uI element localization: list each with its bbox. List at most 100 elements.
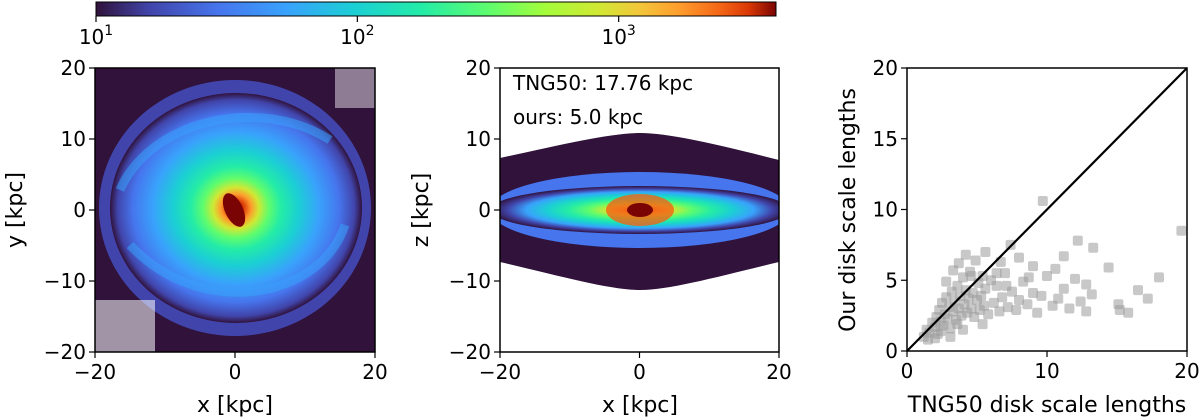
scatter-point bbox=[960, 249, 971, 260]
y-tick-label: 20 bbox=[466, 56, 491, 80]
scatter-point bbox=[1075, 296, 1086, 307]
spiral-arm-lower bbox=[126, 223, 350, 297]
sparse-top-right bbox=[335, 68, 375, 108]
y-tick-label: 20 bbox=[61, 56, 86, 80]
face-on-xlabel: x [kpc] bbox=[197, 393, 273, 418]
scatter-ylabel: Our disk scale lengths bbox=[836, 88, 861, 332]
y-tick-label: −20 bbox=[44, 340, 86, 364]
face-on-axes: −20 0 20 −20 −10 0 10 20 bbox=[44, 56, 388, 384]
scatter-point bbox=[970, 255, 981, 266]
scatter-point bbox=[966, 271, 977, 282]
y-tick-label: 0 bbox=[478, 198, 491, 222]
face-on-heatmap bbox=[95, 68, 375, 352]
scatter-point bbox=[994, 306, 1005, 317]
x-tick-label: 20 bbox=[1174, 359, 1199, 383]
scatter-point bbox=[1058, 251, 1069, 262]
colorbar-ticks: 101 102 103 bbox=[79, 16, 636, 49]
scatter-point bbox=[1133, 285, 1143, 296]
scatter-point bbox=[1064, 303, 1075, 314]
scatter-point bbox=[1113, 299, 1124, 310]
x-tick-label: 0 bbox=[901, 359, 914, 383]
scatter-point bbox=[1022, 299, 1033, 310]
scatter-point bbox=[1154, 272, 1164, 283]
edge-on-core bbox=[627, 203, 653, 217]
scatter-point bbox=[1000, 268, 1010, 279]
y-tick-label: 0 bbox=[73, 198, 86, 222]
x-tick-label: 0 bbox=[229, 360, 242, 384]
colorbar-tick-label: 101 bbox=[79, 23, 113, 49]
x-tick-label: 10 bbox=[1034, 359, 1059, 383]
colorbar-tick-label: 102 bbox=[340, 23, 374, 49]
edge-on-axes: −20 0 20 −20 −10 0 10 20 bbox=[449, 56, 792, 384]
scatter-xlabel: TNG50 disk scale lengths bbox=[907, 393, 1186, 418]
scatter-point bbox=[1028, 261, 1038, 272]
edge-on-xlabel: x [kpc] bbox=[602, 393, 678, 418]
scatter-point bbox=[1072, 235, 1083, 246]
y-tick-label: 10 bbox=[61, 127, 86, 151]
colorbar-gradient bbox=[95, 1, 777, 17]
scatter-point bbox=[1042, 271, 1052, 282]
scatter-axes: 0 10 20 0 5 10 15 20 bbox=[873, 56, 1200, 383]
scatter-point bbox=[1053, 293, 1064, 304]
edge-on-heatmap bbox=[500, 133, 779, 290]
y-tick-label: −10 bbox=[44, 269, 86, 293]
scatter-point bbox=[1086, 289, 1097, 300]
annotation-tng50: TNG50: 17.76 kpc bbox=[512, 71, 693, 95]
scatter-point bbox=[1014, 252, 1024, 263]
x-tick-label: −20 bbox=[479, 360, 521, 384]
y-tick-label: 20 bbox=[873, 56, 898, 80]
scatter-point bbox=[1050, 263, 1061, 274]
colorbar: 101 102 103 bbox=[79, 1, 777, 49]
scatter-point bbox=[941, 276, 952, 287]
scatter-point bbox=[1028, 287, 1038, 298]
scatter-point bbox=[958, 324, 968, 335]
scatter-point bbox=[1070, 273, 1080, 284]
scatter-point bbox=[945, 331, 956, 342]
y-tick-label: 0 bbox=[885, 339, 898, 363]
scatter-point bbox=[1081, 279, 1092, 290]
scatter-point bbox=[1081, 306, 1092, 317]
scatter-point bbox=[1001, 280, 1012, 291]
x-tick-label: −20 bbox=[74, 360, 116, 384]
scatter-point bbox=[1036, 290, 1047, 301]
scatter-point bbox=[1014, 295, 1024, 306]
scatter-point bbox=[991, 268, 1002, 279]
y-tick-label: 15 bbox=[873, 127, 898, 151]
scatter-point bbox=[991, 280, 1002, 291]
scatter-point bbox=[980, 283, 991, 294]
panel-face-on: −20 0 20 −20 −10 0 10 20 x [kpc] y [kpc] bbox=[3, 56, 388, 418]
y-tick-label: 10 bbox=[466, 127, 491, 151]
edge-on-ylabel: z [kpc] bbox=[409, 173, 434, 248]
annotation-ours: ours: 5.0 kpc bbox=[513, 105, 643, 129]
scatter-point bbox=[1058, 283, 1069, 294]
scatter-point bbox=[1037, 196, 1048, 207]
panel-scatter: 0 10 20 0 5 10 15 20 TNG50 disk scale lengths O… bbox=[836, 56, 1200, 418]
scatter-point bbox=[1103, 262, 1114, 273]
y-tick-label: −10 bbox=[449, 269, 491, 293]
scatter-point bbox=[988, 297, 999, 308]
x-tick-label: 20 bbox=[362, 360, 387, 384]
scatter-point bbox=[952, 280, 963, 291]
scatter-point bbox=[1023, 272, 1034, 283]
scatter-point bbox=[980, 246, 991, 257]
scatter-point bbox=[1088, 242, 1099, 253]
scatter-point bbox=[1123, 307, 1134, 318]
scatter-point bbox=[1176, 225, 1187, 236]
one-to-one-line bbox=[906, 67, 1188, 352]
x-tick-label: 0 bbox=[633, 360, 646, 384]
scatter-point bbox=[997, 292, 1008, 303]
y-tick-label: −20 bbox=[449, 340, 491, 364]
scatter-point bbox=[1142, 293, 1153, 304]
scatter-points bbox=[918, 196, 1187, 345]
scatter-point bbox=[979, 300, 989, 311]
core-bar bbox=[222, 193, 246, 227]
y-tick-label: 10 bbox=[873, 198, 898, 222]
spiral-arm-upper bbox=[115, 112, 333, 192]
scatter-point bbox=[1032, 307, 1043, 318]
scatter-point bbox=[983, 309, 994, 320]
scatter-point bbox=[977, 319, 988, 330]
scatter-point bbox=[1011, 304, 1022, 315]
scatter-point bbox=[1002, 302, 1013, 313]
x-tick-label: 20 bbox=[766, 360, 791, 384]
